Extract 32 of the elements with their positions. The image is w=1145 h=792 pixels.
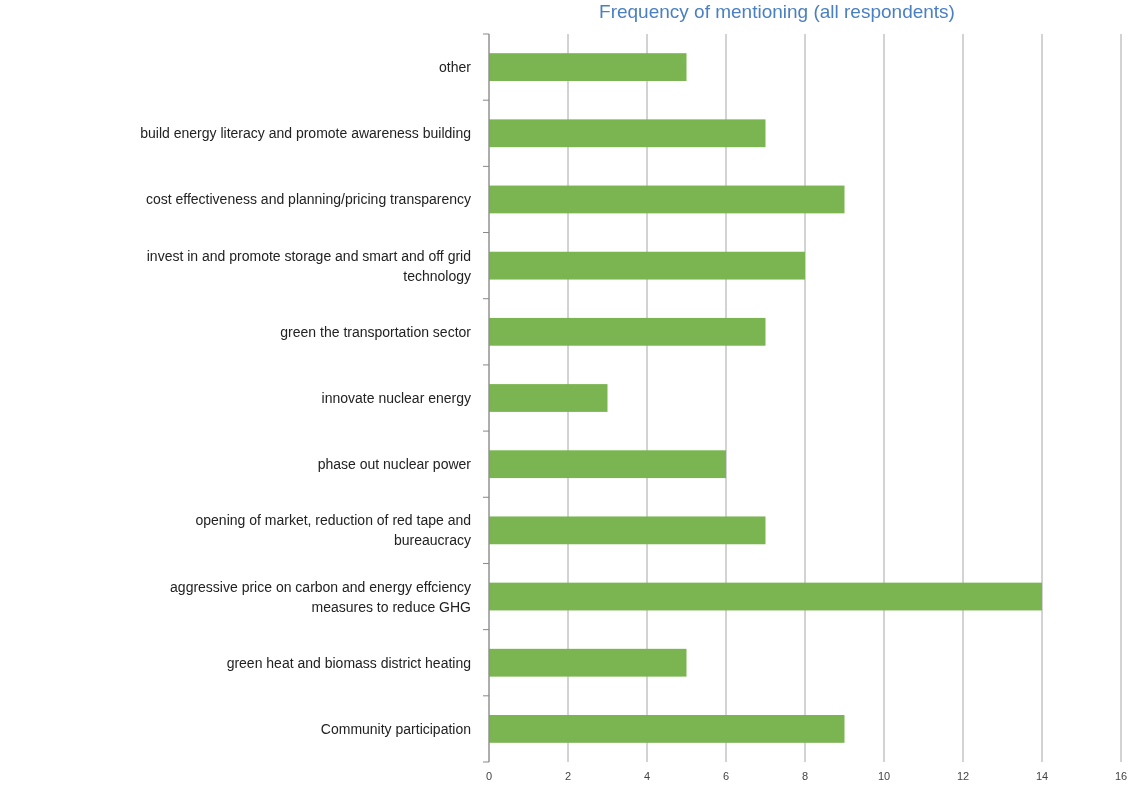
bar <box>489 648 687 677</box>
y-tick-label: aggressive price on carbon and energy effciency measures to reduce GHG <box>170 578 471 615</box>
bar <box>489 251 805 280</box>
x-tick-label: 2 <box>564 770 572 782</box>
chart-title: Frequency of mentioning (all respondents) <box>599 1 955 22</box>
bar <box>489 185 845 214</box>
x-tick-label: 14 <box>1035 770 1049 782</box>
y-tick-label: build energy literacy and promote awareness building <box>140 125 471 142</box>
y-tick-label: cost effectiveness and planning/pricing transparency <box>145 191 471 208</box>
bar <box>489 119 766 148</box>
x-tick-label: 6 <box>722 770 730 782</box>
bar <box>489 53 687 81</box>
bar <box>489 450 726 479</box>
bar <box>489 384 608 412</box>
y-tick-label: phase out nuclear power <box>317 456 472 473</box>
bar <box>489 582 1042 611</box>
y-tick-label: Community participation <box>320 720 471 737</box>
x-tick-label: 10 <box>877 770 891 782</box>
x-tick-label: 16 <box>1114 770 1128 782</box>
y-tick-label: innovate nuclear energy <box>321 390 471 406</box>
y-tick-label: green the transportation sector <box>280 323 472 340</box>
x-tick-label: 12 <box>956 770 970 782</box>
y-tick-label: opening of market, reduction of red tape and bureaucracy <box>195 512 471 549</box>
x-tick-label: 4 <box>643 770 651 782</box>
bar <box>489 715 845 743</box>
bar <box>489 516 766 545</box>
x-tick-label: 0 <box>485 770 493 782</box>
bar <box>489 317 766 346</box>
x-tick-label: 8 <box>801 770 809 782</box>
y-tick-label: green heat and biomass district heating <box>226 654 471 671</box>
y-tick-label: invest in and promote storage and smart and off grid technology <box>146 247 471 284</box>
y-tick-label: other <box>439 59 472 76</box>
